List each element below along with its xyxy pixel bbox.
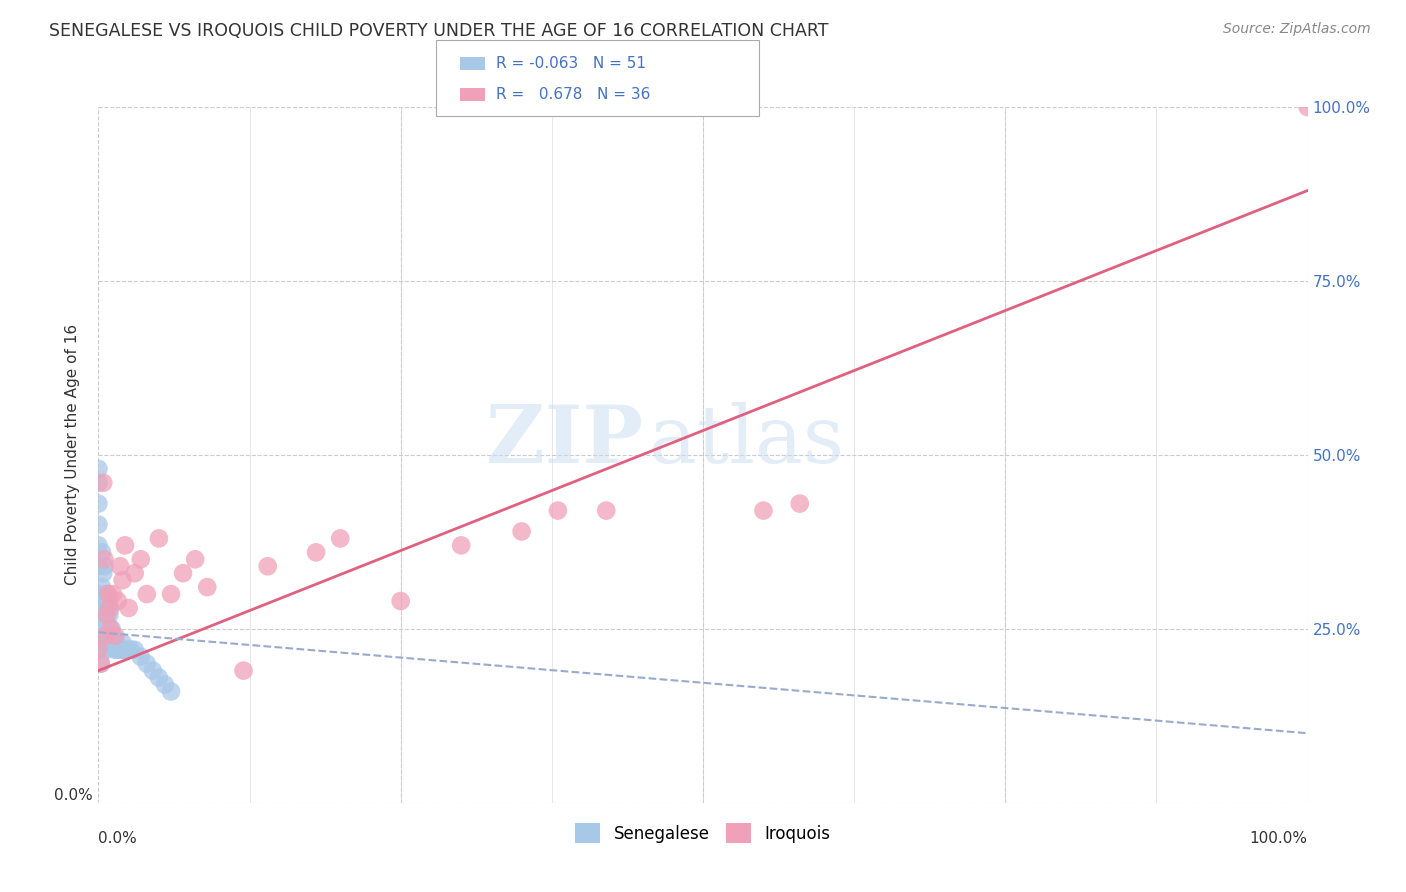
Point [90, 657, 112, 671]
Point [87, 615, 110, 629]
Point [103, 636, 125, 650]
Point [97, 594, 120, 608]
Point [91, 566, 114, 581]
Point [93, 629, 115, 643]
Point [93, 552, 115, 566]
Point [96, 587, 118, 601]
Legend: Senegalese, Iroquois: Senegalese, Iroquois [568, 816, 838, 850]
Point [108, 642, 131, 657]
Point [160, 587, 183, 601]
Point [135, 587, 157, 601]
Point [97, 587, 120, 601]
Point [789, 497, 811, 511]
Point [104, 642, 127, 657]
Text: 0.0%: 0.0% [98, 830, 138, 846]
Point [91, 475, 114, 490]
Text: 100.0%: 100.0% [1250, 830, 1308, 846]
Point [118, 642, 141, 657]
Point [118, 601, 141, 615]
Point [195, 580, 218, 594]
Point [107, 594, 129, 608]
Point [108, 642, 131, 657]
Point [142, 664, 165, 678]
Point [135, 657, 157, 671]
Point [232, 664, 254, 678]
Text: SENEGALESE VS IROQUOIS CHILD POVERTY UNDER THE AGE OF 16 CORRELATION CHART: SENEGALESE VS IROQUOIS CHILD POVERTY UND… [49, 22, 828, 40]
Point [96, 642, 118, 657]
Point [87, 642, 110, 657]
Point [510, 524, 533, 539]
Point [107, 642, 129, 657]
Point [305, 545, 328, 559]
Point [91, 642, 114, 657]
Text: ZIP: ZIP [485, 402, 643, 480]
Point [100, 629, 122, 643]
Point [96, 607, 118, 622]
Point [90, 601, 112, 615]
Point [90, 657, 112, 671]
Point [114, 642, 136, 657]
Point [389, 594, 412, 608]
Point [1296, 100, 1319, 114]
Point [124, 642, 146, 657]
Point [547, 503, 569, 517]
Point [87, 587, 110, 601]
Point [114, 538, 136, 552]
Point [94, 629, 117, 643]
Text: 0.0%: 0.0% [53, 788, 93, 803]
Point [97, 629, 120, 643]
Point [160, 684, 183, 698]
Point [94, 636, 117, 650]
Point [98, 601, 121, 615]
Point [91, 629, 114, 643]
Point [110, 642, 132, 657]
Point [98, 636, 121, 650]
Point [87, 559, 110, 574]
Point [111, 636, 134, 650]
Point [752, 503, 775, 517]
Point [101, 587, 124, 601]
Point [100, 622, 122, 636]
Point [87, 642, 110, 657]
Point [108, 559, 131, 574]
Point [100, 622, 122, 636]
Text: atlas: atlas [648, 402, 844, 480]
Point [595, 503, 617, 517]
Point [100, 601, 122, 615]
Point [94, 607, 117, 622]
Point [87, 462, 110, 476]
Point [124, 566, 146, 581]
Point [111, 573, 134, 587]
Point [93, 559, 115, 574]
Point [91, 580, 114, 594]
Point [153, 677, 176, 691]
Point [104, 629, 127, 643]
Point [148, 671, 170, 685]
Point [450, 538, 472, 552]
Point [87, 517, 110, 532]
Point [91, 545, 114, 559]
Point [87, 538, 110, 552]
Text: Source: ZipAtlas.com: Source: ZipAtlas.com [1223, 22, 1371, 37]
Point [87, 475, 110, 490]
Point [329, 532, 352, 546]
Point [93, 594, 115, 608]
Point [184, 552, 207, 566]
Point [129, 552, 152, 566]
Point [256, 559, 278, 574]
Point [120, 642, 142, 657]
Point [105, 636, 128, 650]
Point [91, 601, 114, 615]
Point [98, 607, 121, 622]
Point [172, 566, 194, 581]
Y-axis label: Child Poverty Under the Age of 16: Child Poverty Under the Age of 16 [65, 325, 80, 585]
Point [87, 497, 110, 511]
Text: R =   0.678   N = 36: R = 0.678 N = 36 [496, 87, 651, 103]
Point [148, 532, 170, 546]
Point [96, 615, 118, 629]
Point [101, 629, 124, 643]
Text: R = -0.063   N = 51: R = -0.063 N = 51 [496, 56, 647, 70]
Point [129, 649, 152, 664]
